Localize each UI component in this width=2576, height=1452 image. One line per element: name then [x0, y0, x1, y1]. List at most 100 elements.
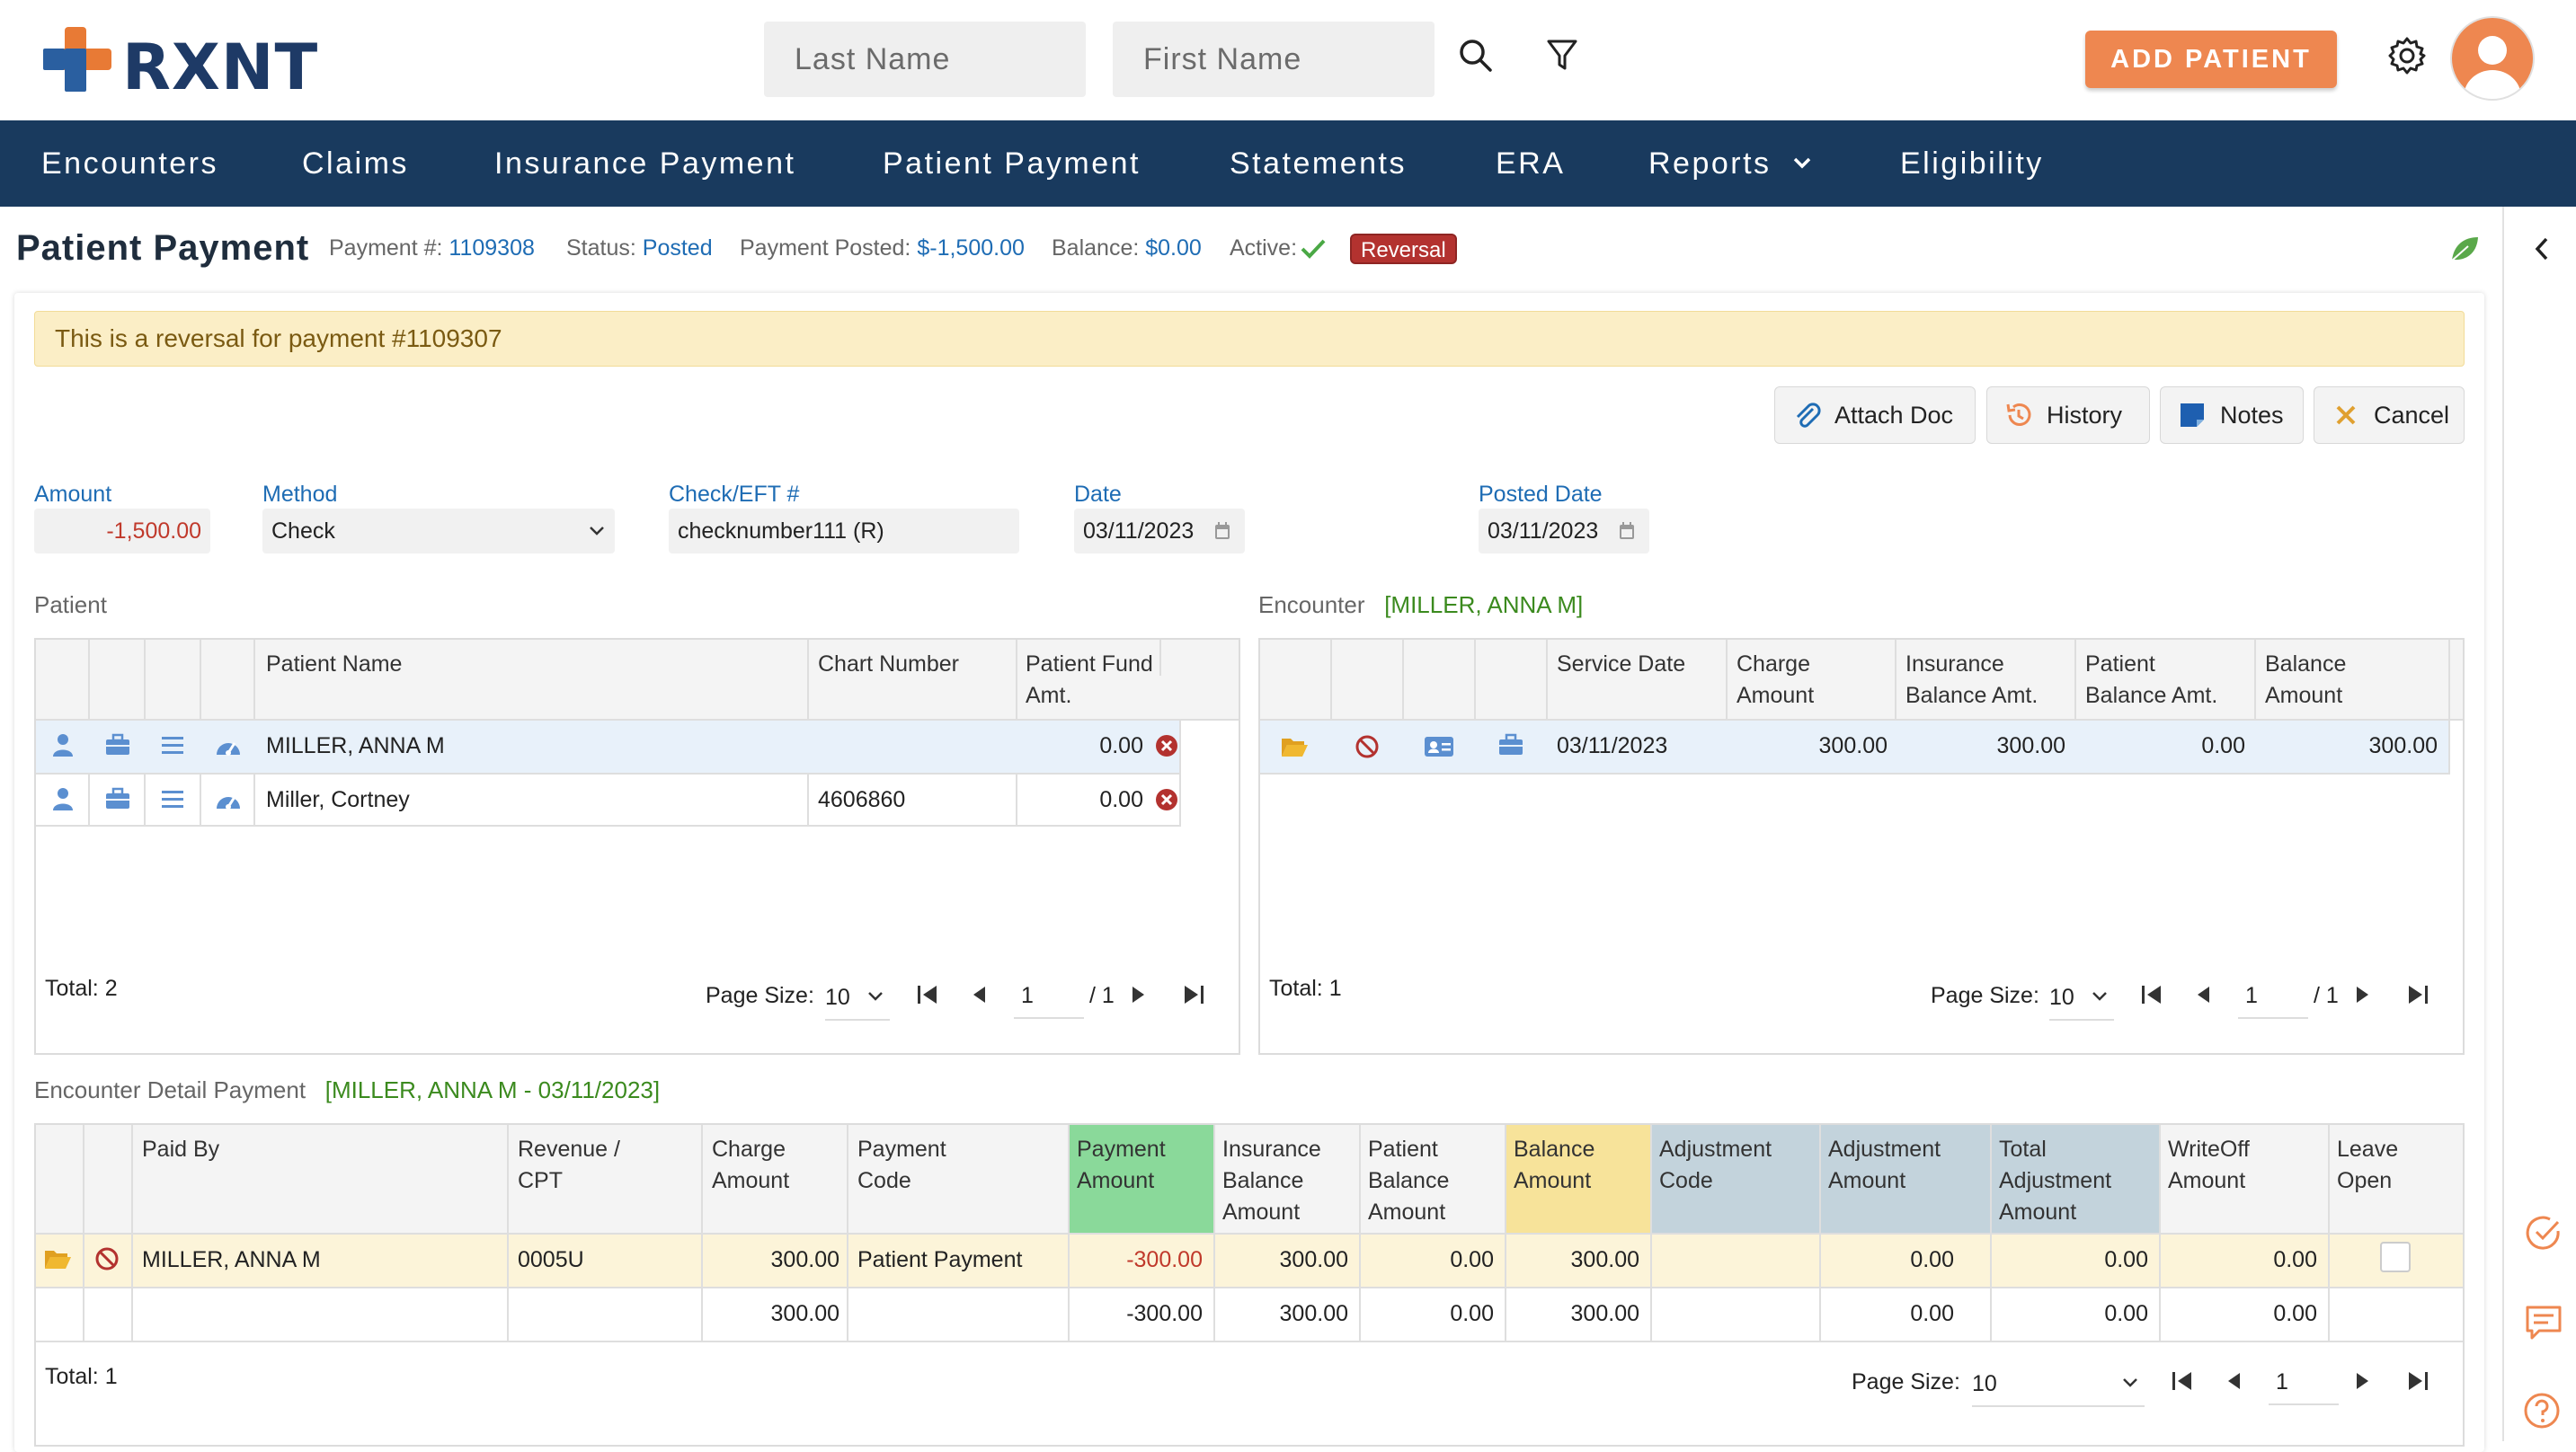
- gear-icon[interactable]: [2387, 36, 2427, 75]
- nav-insurance-payment[interactable]: Insurance Payment: [494, 146, 796, 181]
- page-size-select[interactable]: 10: [1972, 1371, 2145, 1407]
- add-patient-button[interactable]: ADD PATIENT: [2085, 31, 2337, 88]
- person-icon[interactable]: [50, 731, 76, 758]
- prev-page-icon[interactable]: [2195, 985, 2213, 1005]
- adj-amount-cell[interactable]: 0.00: [1910, 1247, 1954, 1272]
- page-size-select[interactable]: 10: [825, 985, 890, 1021]
- briefcase-icon[interactable]: [1497, 733, 1524, 757]
- cancel-button[interactable]: Cancel: [2314, 386, 2465, 444]
- table-row[interactable]: [36, 721, 1179, 773]
- attach-doc-button[interactable]: Attach Doc: [1774, 386, 1976, 444]
- first-page-icon[interactable]: [2139, 983, 2164, 1006]
- leave-open-checkbox[interactable]: [2380, 1242, 2411, 1272]
- first-page-icon[interactable]: [2170, 1369, 2195, 1393]
- chat-icon[interactable]: [2524, 1303, 2563, 1342]
- person-icon[interactable]: [50, 785, 76, 812]
- id-card-icon[interactable]: [1424, 735, 1454, 758]
- col-charge-amount[interactable]: Charge Amount: [1737, 651, 1815, 708]
- col-charge-amount[interactable]: Charge Amount: [712, 1137, 790, 1193]
- nav-era[interactable]: ERA: [1496, 146, 1566, 181]
- col-balance-amount[interactable]: Balance Amount: [2265, 651, 2347, 708]
- last-page-icon[interactable]: [1181, 983, 1206, 1006]
- last-page-icon[interactable]: [2405, 1369, 2430, 1393]
- amount-field[interactable]: -1,500.00: [34, 509, 210, 553]
- col-paid-by[interactable]: Paid By: [142, 1137, 220, 1162]
- col-adjustment-code[interactable]: Adjustment Code: [1659, 1137, 1772, 1193]
- page-size-select[interactable]: 10: [2049, 985, 2114, 1021]
- col-patient-fund[interactable]: Patient Fund Amt.: [1026, 651, 1153, 708]
- calendar-icon[interactable]: [1213, 521, 1231, 541]
- briefcase-icon[interactable]: [104, 733, 131, 757]
- remove-icon[interactable]: [1154, 787, 1179, 812]
- last-page-icon[interactable]: [2405, 983, 2430, 1006]
- col-insurance-balance[interactable]: Insurance Balance Amount: [1222, 1137, 1321, 1225]
- dashboard-icon[interactable]: [214, 733, 243, 758]
- col-patient-balance[interactable]: Patient Balance Amt.: [2085, 651, 2218, 708]
- cancel-label: Cancel: [2374, 402, 2450, 429]
- date-field[interactable]: 03/11/2023: [1074, 509, 1245, 553]
- first-page-icon[interactable]: [915, 983, 940, 1006]
- block-icon[interactable]: [93, 1245, 120, 1272]
- last-name-input[interactable]: [764, 22, 1086, 97]
- col-payment-amount[interactable]: Payment Amount: [1077, 1137, 1166, 1193]
- history-button[interactable]: History: [1986, 386, 2150, 444]
- col-chart-number[interactable]: Chart Number: [818, 651, 959, 677]
- nav-reports[interactable]: Reports: [1648, 146, 1772, 181]
- nav-statements[interactable]: Statements: [1230, 146, 1407, 181]
- page-number-input[interactable]: 1: [2269, 1369, 2339, 1405]
- writeoff-cell[interactable]: 0.00: [2273, 1247, 2317, 1272]
- col-writeoff[interactable]: WriteOff Amount: [2168, 1137, 2250, 1193]
- first-name-input[interactable]: [1113, 22, 1435, 97]
- chevron-down-icon[interactable]: [1792, 156, 1812, 171]
- next-page-icon[interactable]: [2353, 1371, 2371, 1391]
- help-icon[interactable]: [2522, 1391, 2562, 1430]
- nav-patient-payment[interactable]: Patient Payment: [883, 146, 1141, 181]
- payment-number-value[interactable]: 1109308: [449, 235, 535, 261]
- table-row[interactable]: [36, 1235, 2463, 1287]
- briefcase-icon[interactable]: [104, 787, 131, 810]
- col-patient-balance[interactable]: Patient Balance Amount: [1368, 1137, 1450, 1225]
- user-avatar[interactable]: [2450, 16, 2535, 101]
- balance-amount-header-bg: [1505, 1125, 1650, 1233]
- prev-page-icon[interactable]: [971, 985, 989, 1005]
- col-adjustment-amount[interactable]: Adjustment Amount: [1828, 1137, 1941, 1193]
- nav-eligibility[interactable]: Eligibility: [1900, 146, 2044, 181]
- col-leave-open[interactable]: Leave Open: [2337, 1137, 2399, 1193]
- next-page-icon[interactable]: [2353, 985, 2371, 1005]
- list-icon[interactable]: [160, 789, 185, 810]
- page-number-input[interactable]: 1: [1014, 983, 1084, 1019]
- chevron-left-icon[interactable]: [2533, 235, 2551, 262]
- posted-date-label: Posted Date: [1479, 482, 1603, 507]
- list-icon[interactable]: [160, 735, 185, 757]
- remove-icon[interactable]: [1154, 733, 1179, 758]
- folder-icon[interactable]: [1280, 735, 1309, 758]
- page-number-input[interactable]: 1: [2238, 983, 2308, 1019]
- check-eft-field[interactable]: checknumber111 (R): [669, 509, 1019, 553]
- prev-page-icon[interactable]: [2225, 1371, 2243, 1391]
- payment-amount-cell[interactable]: -300.00: [1126, 1247, 1203, 1272]
- payment-code-cell[interactable]: Patient Payment: [857, 1247, 1023, 1272]
- col-insurance-balance[interactable]: Insurance Balance Amt.: [1905, 651, 2039, 708]
- folder-icon[interactable]: [43, 1247, 72, 1270]
- filter-icon[interactable]: [1546, 38, 1578, 74]
- col-patient-name[interactable]: Patient Name: [266, 651, 403, 677]
- dashboard-icon[interactable]: [214, 787, 243, 812]
- col-total-adjustment[interactable]: Total Adjustment Amount: [1999, 1137, 2112, 1225]
- chevron-down-icon: [2123, 1378, 2137, 1387]
- search-icon[interactable]: [1458, 38, 1494, 74]
- nav-claims[interactable]: Claims: [302, 146, 409, 181]
- notes-button[interactable]: Notes: [2160, 386, 2304, 444]
- encounter-table-header: [1260, 640, 2463, 721]
- next-page-icon[interactable]: [1129, 985, 1147, 1005]
- table-row[interactable]: [1260, 721, 2448, 773]
- calendar-icon[interactable]: [1618, 521, 1636, 541]
- col-service-date[interactable]: Service Date: [1557, 651, 1686, 677]
- col-balance-amount[interactable]: Balance Amount: [1514, 1137, 1595, 1193]
- check-circle-icon[interactable]: [2524, 1213, 2563, 1253]
- col-revenue-cpt[interactable]: Revenue / CPT: [518, 1137, 620, 1193]
- col-payment-code[interactable]: Payment Code: [857, 1137, 946, 1193]
- block-icon[interactable]: [1354, 733, 1381, 760]
- method-select[interactable]: Check: [262, 509, 615, 553]
- page-size-label: Page Size:: [706, 983, 814, 1008]
- nav-encounters[interactable]: Encounters: [41, 146, 218, 181]
